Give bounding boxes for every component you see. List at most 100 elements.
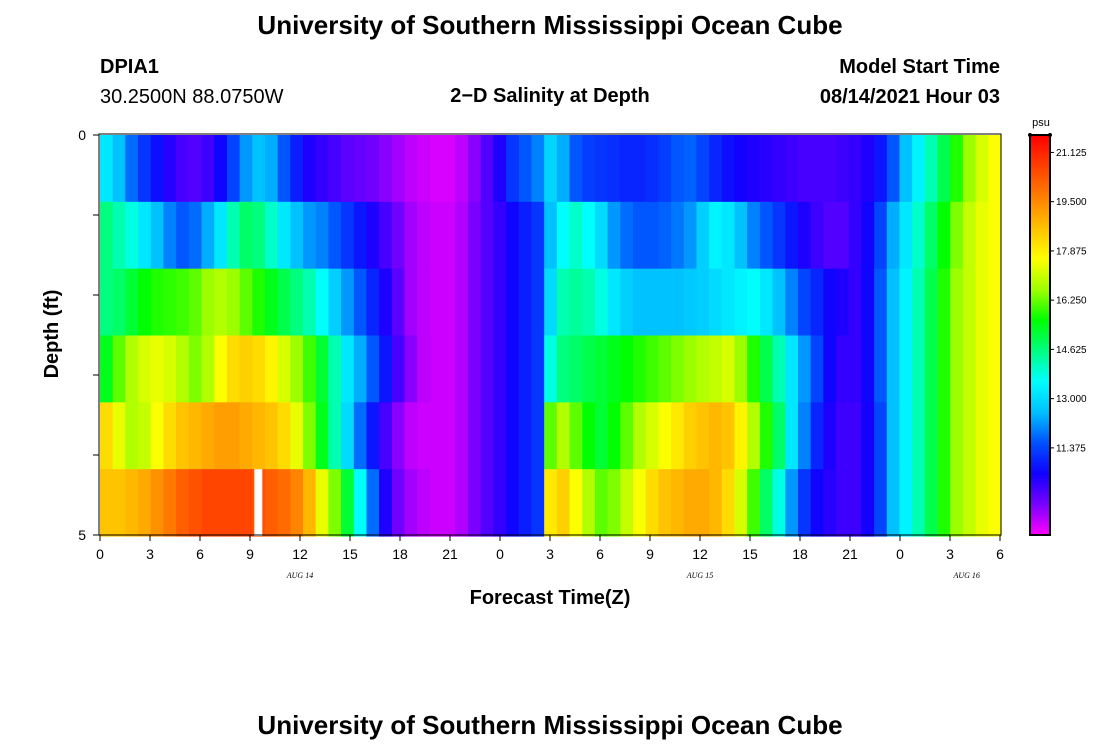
colorbar-segment (1030, 237, 1050, 240)
heatmap-cell (188, 469, 203, 537)
colorbar-segment (1030, 337, 1050, 340)
colorbar-segment (1030, 177, 1050, 180)
colorbar-label: 17.875 (1056, 246, 1087, 257)
heatmap-cell (886, 135, 901, 203)
heatmap-cell (277, 268, 291, 337)
heatmap-cell (353, 135, 368, 203)
heatmap-cell (620, 402, 634, 470)
heatmap-cell (937, 335, 951, 403)
heatmap-cell (455, 469, 469, 537)
heatmap-cell (429, 201, 444, 270)
heatmap-cell (785, 135, 799, 203)
x-tick-label: 12 (692, 546, 708, 562)
heatmap-cell (188, 135, 203, 203)
colorbar-segment (1030, 299, 1050, 302)
colorbar-segment (1030, 435, 1050, 438)
heatmap-cell (836, 268, 850, 337)
heatmap-cell (264, 201, 279, 270)
colorbar-segment (1030, 217, 1050, 220)
heatmap-cell (429, 268, 444, 337)
heatmap-cell (303, 469, 317, 537)
heatmap-cell (125, 402, 139, 470)
colorbar-segment (1030, 409, 1050, 412)
heatmap-cell (709, 268, 723, 337)
heatmap-cell (429, 135, 444, 203)
heatmap-cell (506, 135, 520, 203)
heatmap-cell (391, 402, 406, 470)
colorbar-segment (1030, 145, 1050, 148)
heatmap-cell (544, 335, 558, 403)
heatmap-cell (328, 135, 342, 203)
heatmap-cell (112, 335, 126, 403)
heatmap-cell (341, 335, 355, 403)
colorbar-segment (1030, 329, 1050, 332)
colorbar-segment (1030, 165, 1050, 168)
heatmap-cell (962, 201, 977, 270)
heatmap-cell (734, 335, 748, 403)
heatmap-cell (379, 469, 393, 537)
colorbar-segment (1030, 521, 1050, 524)
heatmap-cell (861, 201, 875, 270)
colorbar-segment (1030, 391, 1050, 394)
colorbar-segment (1030, 381, 1050, 384)
heatmap-cell (188, 335, 203, 403)
heatmap-cell (988, 268, 1002, 337)
heatmap-cell (747, 402, 761, 470)
colorbar-segment (1030, 303, 1050, 306)
colorbar-segment (1030, 197, 1050, 200)
colorbar-segment (1030, 265, 1050, 268)
colorbar-segment (1030, 531, 1050, 534)
heatmap-cell (988, 469, 1002, 537)
heatmap-cell (797, 201, 812, 270)
heatmap-cell (493, 469, 507, 537)
heatmap-cell (975, 402, 989, 470)
colorbar-segment (1030, 201, 1050, 204)
heatmap-cell (569, 135, 583, 203)
colorbar-segment (1030, 281, 1050, 284)
heatmap-cell (468, 402, 482, 470)
heatmap-cell (468, 268, 482, 337)
colorbar-segment (1030, 219, 1050, 222)
heatmap-cell (874, 335, 888, 403)
colorbar-segment (1030, 227, 1050, 230)
heatmap-cell (480, 469, 494, 537)
heatmap-cell (239, 201, 253, 270)
heatmap-cell (150, 201, 165, 270)
heatmap-cell (975, 335, 989, 403)
model-start-label: Model Start Time (839, 56, 1000, 78)
x-tick-label: 18 (792, 546, 808, 562)
colorbar-segment (1030, 283, 1050, 286)
colorbar-segment (1030, 501, 1050, 504)
colorbar-segment (1030, 141, 1050, 144)
heatmap-cell (531, 268, 545, 337)
heatmap-cell (734, 469, 748, 537)
heatmap-cell (582, 201, 596, 270)
heatmap-cell (468, 469, 482, 537)
colorbar-segment (1030, 175, 1050, 178)
colorbar-segment (1030, 321, 1050, 324)
heatmap-cell (671, 201, 685, 270)
heatmap-cell (759, 469, 774, 537)
heatmap-cell (569, 469, 583, 537)
heatmap-cell (417, 268, 431, 337)
heatmap-cell (594, 201, 609, 270)
x-tick-label: 0 (496, 546, 504, 562)
colorbar-segment (1030, 495, 1050, 498)
heatmap-cell (277, 135, 291, 203)
colorbar-segment (1030, 517, 1050, 520)
heatmap-cell (239, 469, 253, 537)
colorbar-segment (1030, 335, 1050, 338)
heatmap-cell (962, 335, 977, 403)
heatmap-cell (671, 268, 685, 337)
heatmap-cell (937, 201, 951, 270)
heatmap-cell (823, 201, 837, 270)
station-coordinates: 30.2500N 88.0750W (100, 86, 284, 108)
heatmap-cell (531, 402, 545, 470)
heatmap-cell (391, 335, 406, 403)
x-date-label: AUG 14 (286, 571, 313, 580)
heatmap-cell (201, 335, 215, 403)
heatmap-cell (214, 335, 228, 403)
colorbar-segment (1030, 525, 1050, 528)
heatmap-cell (810, 135, 824, 203)
colorbar-segment (1030, 459, 1050, 462)
